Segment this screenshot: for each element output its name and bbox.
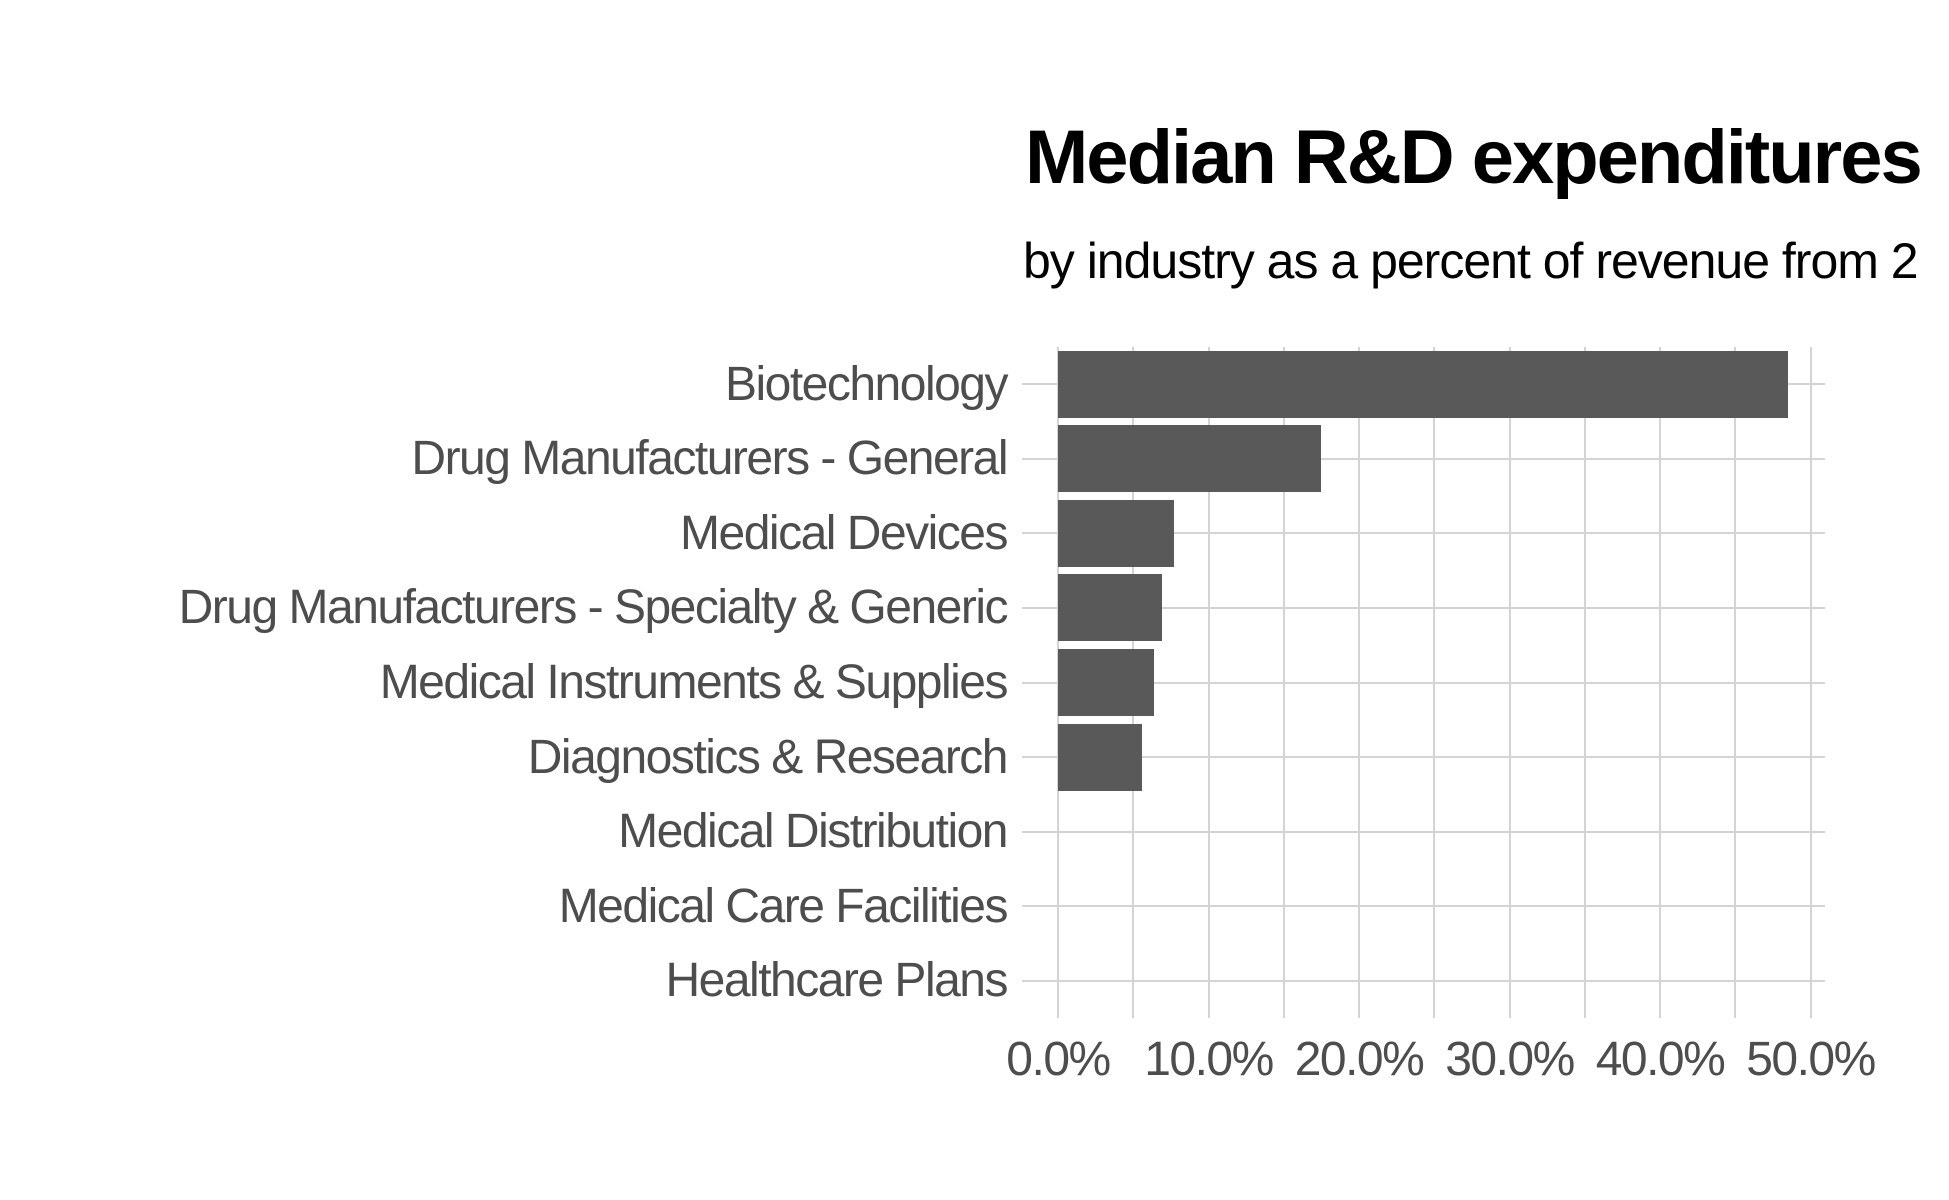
- category-label: Diagnostics & Research: [527, 730, 1009, 784]
- category-label: Medical Instruments & Supplies: [379, 656, 1009, 709]
- category-label: Biotechnology: [724, 357, 1009, 411]
- bar: [1058, 425, 1322, 493]
- bar: [1058, 350, 1788, 418]
- plot-panel: [1022, 347, 1825, 1018]
- category-label: Medical Devices: [680, 506, 1008, 560]
- major-gridline-horizontal: [1022, 979, 1825, 982]
- major-gridline-horizontal: [1022, 457, 1825, 460]
- category-label: Healthcare Plans: [665, 954, 1008, 1008]
- major-gridline-horizontal: [1022, 606, 1825, 609]
- x-tick-label: 10.0%: [1144, 1033, 1274, 1086]
- chart-subtitle: by industry as a percent of revenue from…: [1023, 233, 1919, 289]
- x-tick-label: 20.0%: [1294, 1033, 1425, 1086]
- chart-title: Median R&D expenditures: [1025, 115, 1923, 200]
- x-tick-label: 40.0%: [1595, 1033, 1726, 1086]
- bar: [1058, 574, 1162, 642]
- category-label: Medical Distribution: [618, 805, 1008, 859]
- major-gridline-horizontal: [1022, 905, 1825, 908]
- x-tick-label: 0.0%: [1006, 1033, 1111, 1086]
- x-tick-label: 50.0%: [1746, 1033, 1876, 1086]
- category-label: Medical Care Facilities: [558, 879, 1009, 933]
- major-gridline-horizontal: [1022, 681, 1825, 684]
- major-gridline-horizontal: [1022, 756, 1825, 759]
- bar: [1058, 499, 1174, 567]
- bar: [1058, 723, 1143, 791]
- x-tick-label: 30.0%: [1445, 1033, 1575, 1086]
- category-label: Drug Manufacturers - General: [411, 432, 1008, 486]
- category-label: Drug Manufacturers - Specialty & Generic: [178, 581, 1009, 635]
- bar: [1058, 649, 1155, 716]
- major-gridline-horizontal: [1022, 532, 1825, 535]
- major-gridline-horizontal: [1022, 830, 1825, 833]
